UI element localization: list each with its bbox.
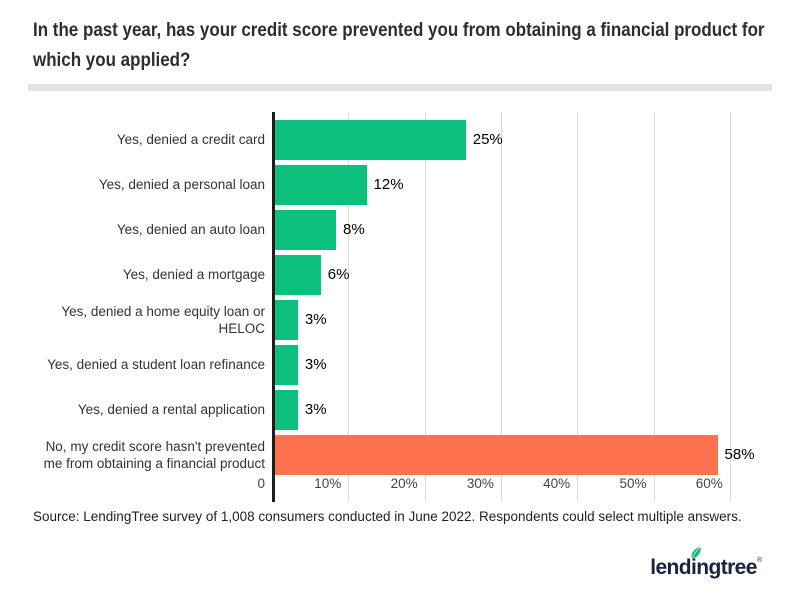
value-label: 25% (472, 131, 503, 148)
bar-row: Yes, denied a mortgage 6% (33, 252, 767, 297)
x-axis-tick: 50% (619, 476, 647, 491)
gridline (729, 112, 731, 502)
gridline (424, 112, 426, 502)
logo-text: lendingtree (650, 556, 757, 579)
bar-track: 58% (275, 432, 767, 477)
bar (275, 344, 298, 385)
bar-track: 12% (275, 162, 767, 207)
source-note: Source: LendingTree survey of 1,008 cons… (33, 509, 742, 524)
bar (275, 389, 298, 430)
bar-track: 6% (275, 252, 767, 297)
bar (275, 434, 718, 475)
value-label: 3% (304, 356, 327, 373)
bar-row: Yes, denied a credit card 25% (33, 117, 767, 162)
value-label: 8% (343, 221, 365, 238)
bar-row: Yes, denied a student loan refinance 3% (33, 342, 767, 387)
bar-chart: 0 10% 20% 30% 40% 50% 60% Yes, denied a credit… (33, 112, 767, 502)
category-label: Yes, denied a credit card (116, 132, 265, 147)
value-label: 12% (373, 176, 404, 193)
value-label: 58% (724, 446, 755, 463)
bar (275, 254, 321, 295)
bar-row: No, my credit score hasn't prevented me … (33, 432, 767, 477)
value-label: 3% (304, 401, 327, 418)
gridline (577, 112, 579, 502)
gridline (348, 112, 350, 502)
bar-row: Yes, denied a home equity loan or HELOC … (33, 297, 767, 342)
bar-row: Yes, denied a personal loan 12% (33, 162, 767, 207)
value-label: 3% (304, 311, 327, 328)
bar-row: Yes, denied a rental application 3% (33, 387, 767, 432)
category-label: Yes, denied a student loan refinance (47, 357, 265, 372)
category-label: No, my credit score hasn't prevented me … (43, 438, 265, 471)
bar-track: 3% (275, 297, 767, 342)
x-axis-tick: 10% (314, 476, 342, 491)
value-label: 6% (327, 266, 350, 283)
gridline (500, 112, 502, 502)
category-label: Yes, denied a rental application (77, 402, 265, 417)
category-label: Yes, denied a mortgage (122, 267, 265, 282)
bar (275, 164, 367, 205)
x-axis-tick: 20% (390, 476, 418, 491)
category-label: Yes, denied an auto loan (116, 222, 265, 237)
bar-track: 3% (275, 387, 767, 432)
grid-layer: 0 10% 20% 30% 40% 50% 60% (33, 112, 767, 502)
logo-row: lendingtree® (650, 546, 762, 580)
bar (275, 119, 466, 160)
title-divider (28, 84, 772, 91)
x-axis-tick: 60% (695, 476, 723, 491)
bar-track: 25% (275, 117, 767, 162)
bar-rows: Yes, denied a credit card 25% Yes, denie… (33, 117, 767, 477)
x-axis-tick: 40% (543, 476, 571, 491)
leaf-icon (691, 546, 702, 560)
lendingtree-logo: lendingtree® (650, 546, 762, 580)
chart-title: In the past year, has your credit score … (33, 19, 765, 71)
x-axis-tick: 30% (466, 476, 494, 491)
category-label: Yes, denied a personal loan (98, 177, 265, 192)
bar-track: 3% (275, 342, 767, 387)
x-axis-tick: 0 (257, 476, 265, 491)
bar (275, 299, 298, 340)
bar-track: 8% (275, 207, 767, 252)
bar-row: Yes, denied an auto loan 8% (33, 207, 767, 252)
registered-mark: ® (756, 557, 762, 564)
gridline (653, 112, 655, 502)
category-label: Yes, denied a home equity loan or HELOC (61, 303, 265, 336)
bar (275, 209, 337, 250)
y-axis-line (272, 112, 275, 502)
